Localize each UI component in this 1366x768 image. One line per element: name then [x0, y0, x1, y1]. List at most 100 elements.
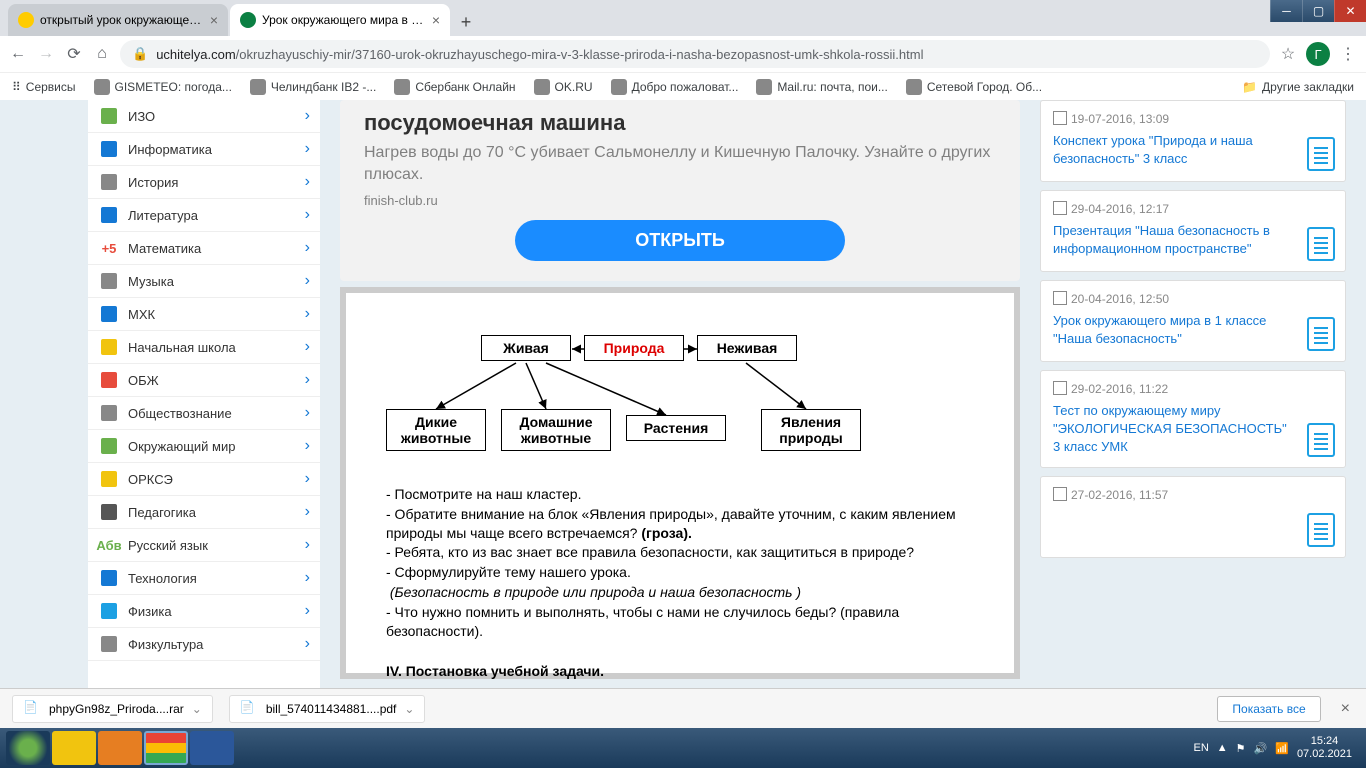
- profile-avatar[interactable]: Г: [1306, 42, 1330, 66]
- sidebar-item[interactable]: +5Математика›: [88, 232, 320, 265]
- taskbar-explorer-icon[interactable]: [52, 731, 96, 765]
- apps-button[interactable]: ⠿Сервисы: [12, 80, 76, 94]
- related-date: 20-04-2016, 12:50: [1053, 291, 1333, 306]
- tray-clock[interactable]: 15:24 07.02.2021: [1297, 735, 1352, 761]
- sidebar-label: МХК: [128, 307, 155, 322]
- related-item[interactable]: 29-02-2016, 11:22Тест по окружающему мир…: [1040, 370, 1346, 468]
- nav-home-icon[interactable]: ⌂: [92, 44, 112, 64]
- bookmark-star-icon[interactable]: ☆: [1278, 44, 1298, 64]
- bookmark-favicon: [250, 79, 266, 95]
- bookmark-favicon: [534, 79, 550, 95]
- tray-network-icon[interactable]: 📶: [1275, 742, 1289, 755]
- sidebar-item[interactable]: Физкультура›: [88, 628, 320, 661]
- url-host: uchitelya.com: [156, 47, 235, 62]
- chevron-right-icon: ›: [305, 503, 310, 521]
- taskbar-media-icon[interactable]: [98, 731, 142, 765]
- taskbar-word-icon[interactable]: [190, 731, 234, 765]
- category-sidebar: ИЗО›Информатика›История›Литература›+5Мат…: [88, 100, 320, 728]
- related-link[interactable]: Тест по окружающему миру "ЭКОЛОГИЧЕСКАЯ …: [1053, 402, 1333, 457]
- related-link[interactable]: Урок окружающего мира в 1 классе "Наша б…: [1053, 312, 1333, 348]
- sidebar-label: Информатика: [128, 142, 212, 157]
- sidebar-icon: [98, 567, 120, 589]
- cluster-diagram: ЖиваяПриродаНеживаяДикиеживотныеДомашние…: [386, 317, 974, 477]
- sidebar-label: ОРКСЭ: [128, 472, 173, 487]
- sidebar-icon: [98, 204, 120, 226]
- sidebar-item[interactable]: ОРКСЭ›: [88, 463, 320, 496]
- bookmark-item[interactable]: OK.RU: [534, 79, 593, 95]
- related-item[interactable]: 27-02-2016, 11:57: [1040, 476, 1346, 558]
- sidebar-item[interactable]: История›: [88, 166, 320, 199]
- window-minimize[interactable]: ─: [1270, 0, 1302, 22]
- sidebar-item[interactable]: ОБЖ›: [88, 364, 320, 397]
- document-icon: [1307, 513, 1335, 547]
- bookmark-item[interactable]: GISMETEO: погода...: [94, 79, 232, 95]
- close-downloads-icon[interactable]: ×: [1337, 700, 1354, 718]
- tab-title: открытый урок окружающего м: [40, 13, 204, 27]
- related-link[interactable]: Презентация "Наша безопасность в информа…: [1053, 222, 1333, 258]
- ad-open-button[interactable]: ОТКРЫТЬ: [515, 220, 845, 261]
- chevron-down-icon[interactable]: ⌄: [404, 702, 414, 716]
- download-item[interactable]: 📄bill_574011434881....pdf⌄: [229, 695, 426, 723]
- sidebar-item[interactable]: МХК›: [88, 298, 320, 331]
- sidebar-item[interactable]: Технология›: [88, 562, 320, 595]
- sidebar-label: Музыка: [128, 274, 174, 289]
- document-line: IV. Постановка учебной задачи.: [386, 662, 974, 681]
- system-tray[interactable]: EN ▲ ⚑ 🔊 📶 15:24 07.02.2021: [1193, 735, 1360, 761]
- menu-icon[interactable]: ⋮: [1338, 44, 1358, 64]
- tab-close-icon[interactable]: ×: [210, 12, 218, 28]
- sidebar-item[interactable]: Информатика›: [88, 133, 320, 166]
- window-close[interactable]: ✕: [1334, 0, 1366, 22]
- tray-sound-icon[interactable]: 🔊: [1254, 742, 1268, 755]
- diagram-node-zhivaya: Живая: [481, 335, 571, 361]
- related-column: 19-07-2016, 13:09 Конспект урока "Природа…: [1040, 100, 1366, 728]
- window-maximize[interactable]: ▢: [1302, 0, 1334, 22]
- sidebar-item[interactable]: Педагогика›: [88, 496, 320, 529]
- chevron-down-icon[interactable]: ⌄: [192, 702, 202, 716]
- sidebar-item[interactable]: ИЗО›: [88, 100, 320, 133]
- bookmark-item[interactable]: Сетевой Город. Об...: [906, 79, 1042, 95]
- document-page: ЖиваяПриродаНеживаяДикиеживотныеДомашние…: [346, 293, 1014, 673]
- new-tab-button[interactable]: +: [452, 8, 480, 36]
- related-item[interactable]: 19-07-2016, 13:09 Конспект урока "Природа…: [1040, 100, 1346, 182]
- sidebar-label: Окружающий мир: [128, 439, 235, 454]
- sidebar-item[interactable]: Музыка›: [88, 265, 320, 298]
- related-link[interactable]: Конспект урока "Природа и наша безопасно…: [1053, 132, 1333, 168]
- browser-tab[interactable]: открытый урок окружающего м ×: [8, 4, 228, 36]
- chevron-right-icon: ›: [305, 371, 310, 389]
- tray-lang[interactable]: EN: [1193, 742, 1208, 754]
- start-button[interactable]: [6, 731, 50, 765]
- bookmark-item[interactable]: Mail.ru: почта, пои...: [756, 79, 887, 95]
- download-item[interactable]: 📄phpyGn98z_Priroda....rar⌄: [12, 695, 213, 723]
- bookmark-item[interactable]: Сбербанк Онлайн: [394, 79, 515, 95]
- diagram-node-nezhivaya: Неживая: [697, 335, 797, 361]
- related-item[interactable]: 29-04-2016, 12:17Презентация "Наша безоп…: [1040, 190, 1346, 272]
- other-bookmarks[interactable]: 📁Другие закладки: [1242, 80, 1354, 94]
- browser-tab[interactable]: Урок окружающего мира в 3 кл×: [230, 4, 450, 36]
- sidebar-item[interactable]: АбвРусский язык›: [88, 529, 320, 562]
- sidebar-icon: [98, 303, 120, 325]
- nav-reload-icon[interactable]: ⟳: [64, 44, 84, 64]
- taskbar: EN ▲ ⚑ 🔊 📶 15:24 07.02.2021: [0, 728, 1366, 768]
- tray-flag-icon[interactable]: ⚑: [1236, 742, 1246, 755]
- show-all-downloads-button[interactable]: Показать все: [1217, 696, 1320, 722]
- related-date: 19-07-2016, 13:09: [1053, 111, 1333, 126]
- lock-icon: 🔒: [132, 46, 148, 62]
- sidebar-item[interactable]: Обществознание›: [88, 397, 320, 430]
- sidebar-item[interactable]: Окружающий мир›: [88, 430, 320, 463]
- nav-forward-icon[interactable]: →: [36, 44, 56, 64]
- tab-close-icon[interactable]: ×: [432, 12, 440, 28]
- sidebar-icon: [98, 171, 120, 193]
- sidebar-item[interactable]: Физика›: [88, 595, 320, 628]
- bookmark-item[interactable]: Добро пожаловат...: [611, 79, 739, 95]
- bookmark-item[interactable]: Челиндбанк IB2 -...: [250, 79, 376, 95]
- document-line: - Сформулируйте тему нашего урока.: [386, 563, 974, 582]
- sidebar-item[interactable]: Начальная школа›: [88, 331, 320, 364]
- tray-up-icon[interactable]: ▲: [1217, 742, 1228, 754]
- url-input[interactable]: 🔒 uchitelya.com/okruzhayuschiy-mir/37160…: [120, 40, 1270, 68]
- related-item[interactable]: 20-04-2016, 12:50 Урок окружающего мира в…: [1040, 280, 1346, 362]
- sidebar-item[interactable]: Литература›: [88, 199, 320, 232]
- sidebar-label: Русский язык: [128, 538, 208, 553]
- taskbar-chrome-icon[interactable]: [144, 731, 188, 765]
- tab-favicon: [18, 12, 34, 28]
- nav-back-icon[interactable]: ←: [8, 44, 28, 64]
